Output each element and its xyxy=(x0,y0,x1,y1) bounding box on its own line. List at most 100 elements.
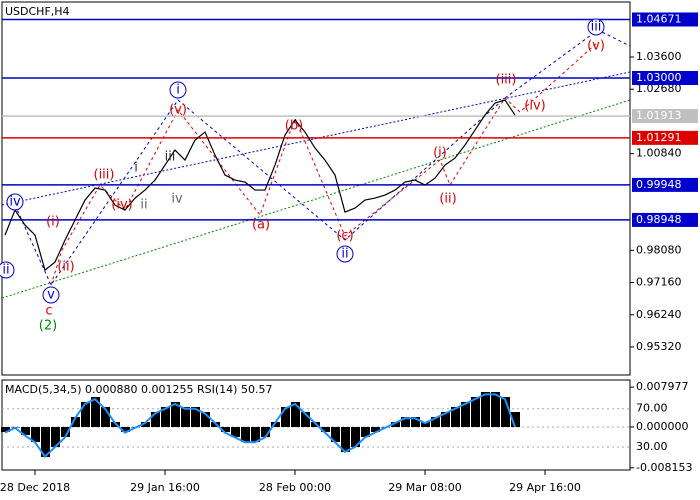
x-tick-label: 29 Jan 16:00 xyxy=(130,481,200,494)
macd-bar xyxy=(281,407,290,427)
level-tag xyxy=(632,212,698,227)
macd-bar xyxy=(31,427,40,442)
wave-label: iv xyxy=(171,192,183,207)
y-tick-label: 0.95320 xyxy=(636,340,682,353)
wave-label: ii xyxy=(140,198,147,213)
y-tick-label: -0.008153 xyxy=(636,461,692,474)
macd-bar xyxy=(361,427,370,437)
wave-label: iv xyxy=(9,195,21,210)
macd-bar xyxy=(461,402,470,427)
macd-bar xyxy=(411,417,420,427)
level-tag xyxy=(632,177,698,192)
macd-bar xyxy=(341,427,350,452)
wave-label: c xyxy=(45,304,52,319)
macd-bar xyxy=(291,402,300,427)
macd-bar xyxy=(351,427,360,447)
wave-circle xyxy=(42,286,60,304)
macd-bar xyxy=(231,427,240,437)
level-label: 0.98948 xyxy=(636,213,682,226)
wave-label: (iv) xyxy=(524,99,545,114)
wave-label: (ii) xyxy=(57,260,74,275)
macd-bar xyxy=(301,412,310,427)
macd-bar xyxy=(501,397,510,427)
macd-bar xyxy=(471,397,480,427)
wave-circle xyxy=(169,81,187,99)
x-tick-label: 28 Dec 2018 xyxy=(0,481,70,494)
y-tick-label: 0.96240 xyxy=(636,308,682,321)
macd-bar xyxy=(71,417,80,427)
level-label: 1.04671 xyxy=(636,12,682,25)
macd-bar xyxy=(191,407,200,427)
macd-bar xyxy=(491,392,500,427)
macd-bar xyxy=(241,427,250,442)
level-tag xyxy=(632,71,698,86)
y-tick-label: 0.97160 xyxy=(636,276,682,289)
x-tick-label: 29 Apr 16:00 xyxy=(509,481,581,494)
wave-label: (2) xyxy=(39,319,57,334)
wave-circle xyxy=(6,193,24,211)
macd-bar xyxy=(181,407,190,427)
y-tick-label: 0.98080 xyxy=(636,243,682,256)
macd-bar xyxy=(171,402,180,427)
indicator-panel-frame xyxy=(1,379,631,471)
macd-bar xyxy=(101,407,110,427)
wave-label: (iv) xyxy=(111,198,132,213)
y2-tick-label: 70.00 xyxy=(636,402,668,415)
wave-label: (v) xyxy=(587,39,605,54)
wave-label: iii xyxy=(165,150,176,165)
rsi-line xyxy=(4,393,516,459)
macd-bar xyxy=(271,422,280,427)
price-line xyxy=(4,99,516,272)
x-tick-label: 29 Mar 08:00 xyxy=(388,481,461,494)
macd-bar xyxy=(391,422,400,427)
macd-bar xyxy=(421,422,430,427)
macd-bar xyxy=(221,427,230,432)
macd-bar xyxy=(261,427,270,437)
trend-line xyxy=(1,99,631,299)
level-label: 1.01913 xyxy=(636,109,682,122)
macd-bar xyxy=(41,427,50,457)
macd-bar xyxy=(481,392,490,427)
macd-bar xyxy=(81,402,90,427)
y-tick-label: 0.000000 xyxy=(636,420,689,433)
wave-circle xyxy=(587,18,605,36)
macd-bar xyxy=(511,412,520,427)
wave-label: (iii) xyxy=(94,168,115,183)
y-tick-label: 1.00840 xyxy=(636,147,682,160)
wave-label: iii xyxy=(591,20,602,35)
wave-label: (c) xyxy=(336,229,353,244)
chart-title: USDCHF,H4 xyxy=(5,5,70,18)
macd-bar xyxy=(141,422,150,427)
wave-label: ii xyxy=(2,263,9,278)
macd-bar xyxy=(61,427,70,437)
macd-bar xyxy=(371,427,380,432)
main-panel-frame xyxy=(1,1,631,376)
wave-label: ii xyxy=(341,247,348,262)
y-tick-label: 0.007977 xyxy=(636,380,689,393)
wave-label: (a) xyxy=(252,218,270,233)
level-tag xyxy=(632,130,698,145)
macd-bar xyxy=(321,427,330,432)
wave-label: (b) xyxy=(285,119,303,134)
macd-bar xyxy=(431,417,440,427)
macd-bar xyxy=(161,407,170,427)
wave-path xyxy=(50,41,599,286)
y2-tick-label: 30.00 xyxy=(636,440,668,453)
macd-bar xyxy=(91,397,100,427)
macd-bar xyxy=(1,427,10,432)
indicator-title: MACD(5,34,5) 0.000880 0.001255 RSI(14) 5… xyxy=(5,383,272,396)
level-tag xyxy=(632,12,698,27)
wave-label: (i) xyxy=(46,215,60,230)
wave-label: (i) xyxy=(433,146,447,161)
x-tick-label: 28 Feb 00:00 xyxy=(259,481,331,494)
wave-label: v xyxy=(47,288,55,303)
y-tick-label: 1.02680 xyxy=(636,82,682,95)
wave-circle xyxy=(0,261,15,279)
y-tick-label: 1.03600 xyxy=(636,50,682,63)
macd-bar xyxy=(251,427,260,442)
macd-bar xyxy=(21,427,30,435)
macd-bar xyxy=(451,407,460,427)
level-label: 0.99948 xyxy=(636,178,682,191)
macd-bar xyxy=(151,412,160,427)
